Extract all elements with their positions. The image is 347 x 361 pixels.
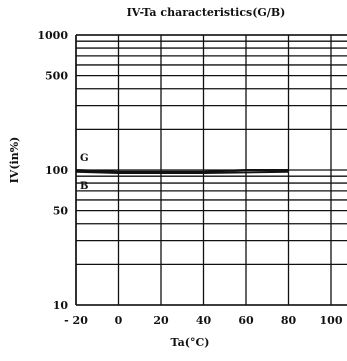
x-tick-label: 100 <box>320 314 343 327</box>
y-tick-label: 10 <box>53 299 69 312</box>
series-line-g <box>75 169 289 173</box>
y-tick-label: 50 <box>53 205 69 218</box>
x-axis-title: Ta(°C) <box>171 336 210 349</box>
x-tick-label: - 20 <box>64 314 88 327</box>
x-tick-label: 40 <box>196 314 212 327</box>
series-line-b <box>75 170 289 174</box>
series-label-b: B <box>80 181 88 192</box>
y-tick-label: 100 <box>45 164 68 177</box>
x-tick-label: 20 <box>153 314 169 327</box>
x-tick-label: 80 <box>281 314 297 327</box>
y-tick-label: 1000 <box>37 29 68 42</box>
chart-title: IV-Ta characteristics(G/B) <box>127 6 286 19</box>
y-tick-label: 500 <box>45 70 68 83</box>
series-label-g: G <box>80 153 89 164</box>
x-tick-label: 0 <box>115 314 123 327</box>
y-axis-title: IV(in%) <box>8 137 21 184</box>
x-tick-label: 60 <box>238 314 254 327</box>
